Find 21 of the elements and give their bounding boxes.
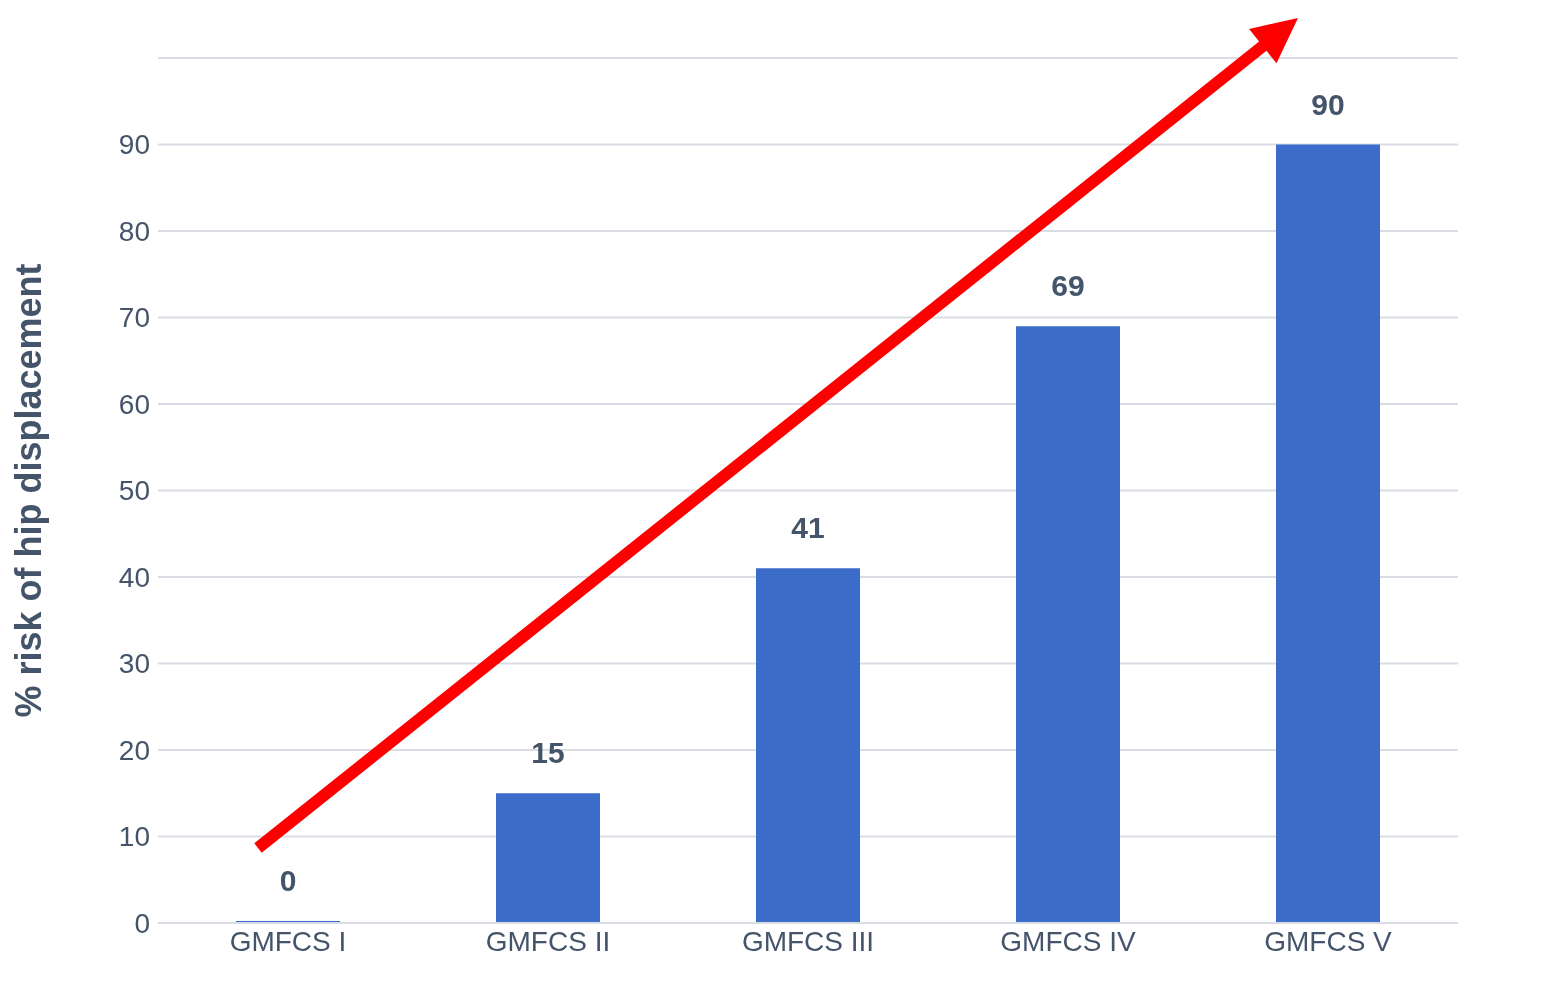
x-tick-label: GMFCS I: [229, 925, 347, 957]
y-tick-label: 20: [118, 734, 150, 766]
y-tick-label: 70: [118, 302, 150, 334]
y-tick-label: 60: [118, 388, 150, 420]
y-tick-label: 50: [118, 475, 150, 507]
y-tick-label: 10: [118, 821, 150, 853]
y-tick-label: 0: [134, 907, 150, 939]
data-label: 0: [279, 864, 297, 897]
x-tick-label: GMFCS II: [485, 925, 611, 957]
y-axis-title: % risk of hip displacement: [7, 263, 49, 718]
data-label: 90: [1311, 87, 1345, 121]
data-label: 69: [1051, 269, 1085, 303]
x-tick-label: GMFCS IV: [1000, 925, 1136, 957]
x-tick-label: GMFCS III: [741, 925, 875, 957]
y-tick-label: 40: [118, 561, 150, 593]
x-tick-label: GMFCS V: [1264, 925, 1393, 957]
data-label: 15: [531, 736, 565, 770]
y-tick-label: 30: [118, 648, 150, 680]
data-label: 41: [791, 511, 825, 545]
y-tick-label: 80: [118, 215, 150, 247]
y-tick-label: 90: [118, 129, 150, 161]
